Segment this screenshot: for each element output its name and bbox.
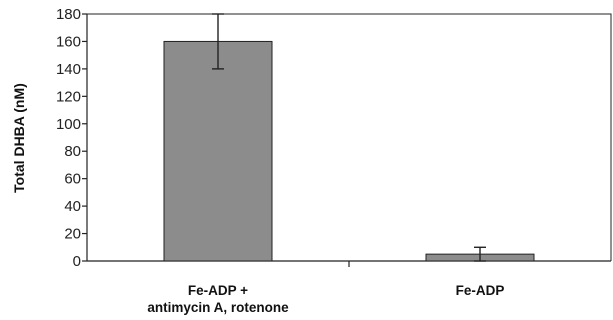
y-tick-label: 100 — [56, 116, 81, 133]
bar — [163, 40, 273, 262]
y-tick-label: 60 — [64, 171, 81, 188]
y-tick-label: 120 — [56, 88, 81, 105]
x-category-label: Fe-ADP + — [188, 283, 248, 298]
axes — [82, 13, 612, 267]
y-tick-label: 20 — [64, 226, 81, 243]
bars — [163, 13, 535, 262]
y-tick-label: 160 — [56, 33, 81, 50]
y-tick-label: 140 — [56, 61, 81, 78]
x-category-label: antimycin A, rotenone — [147, 300, 289, 315]
error-bar — [474, 246, 486, 262]
y-tick-label: 0 — [73, 253, 81, 270]
y-axis-title: Total DHBA (nM) — [11, 83, 27, 193]
y-tick-label: 80 — [64, 143, 81, 160]
tick-labels: 0 20 40 60 80 100 120 140 160 180 Fe-ADP + antimyci… — [56, 6, 504, 315]
plot-frame — [87, 13, 612, 261]
y-tick-label: 40 — [64, 198, 81, 215]
y-tick-label: 180 — [56, 6, 81, 23]
error-bar — [212, 13, 224, 70]
x-category-label: Fe-ADP — [456, 283, 505, 298]
